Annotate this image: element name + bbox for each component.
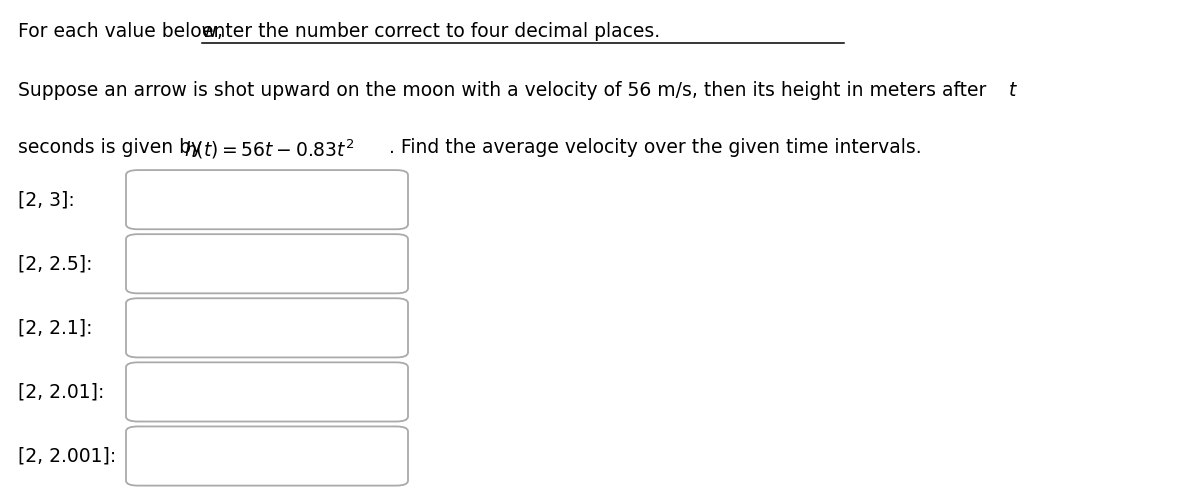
Text: For each value below,: For each value below, — [18, 22, 229, 41]
Text: $h(t) = 56t - 0.83t^2$: $h(t) = 56t - 0.83t^2$ — [184, 137, 354, 161]
FancyBboxPatch shape — [126, 234, 408, 293]
FancyBboxPatch shape — [126, 298, 408, 357]
Text: [2, 2.001]:: [2, 2.001]: — [18, 447, 116, 465]
Text: seconds is given by: seconds is given by — [18, 138, 208, 157]
FancyBboxPatch shape — [126, 362, 408, 422]
Text: [2, 2.1]:: [2, 2.1]: — [18, 318, 92, 337]
Text: . Find the average velocity over the given time intervals.: . Find the average velocity over the giv… — [389, 138, 922, 157]
Text: enter the number correct to four decimal places.: enter the number correct to four decimal… — [202, 22, 660, 41]
FancyBboxPatch shape — [126, 426, 408, 486]
Text: [2, 3]:: [2, 3]: — [18, 190, 74, 209]
Text: [2, 2.01]:: [2, 2.01]: — [18, 383, 104, 401]
Text: [2, 2.5]:: [2, 2.5]: — [18, 254, 92, 273]
FancyBboxPatch shape — [126, 170, 408, 229]
Text: Suppose an arrow is shot upward on the moon with a velocity of 56 m/s, then its : Suppose an arrow is shot upward on the m… — [18, 81, 992, 101]
Text: t: t — [1009, 81, 1016, 101]
